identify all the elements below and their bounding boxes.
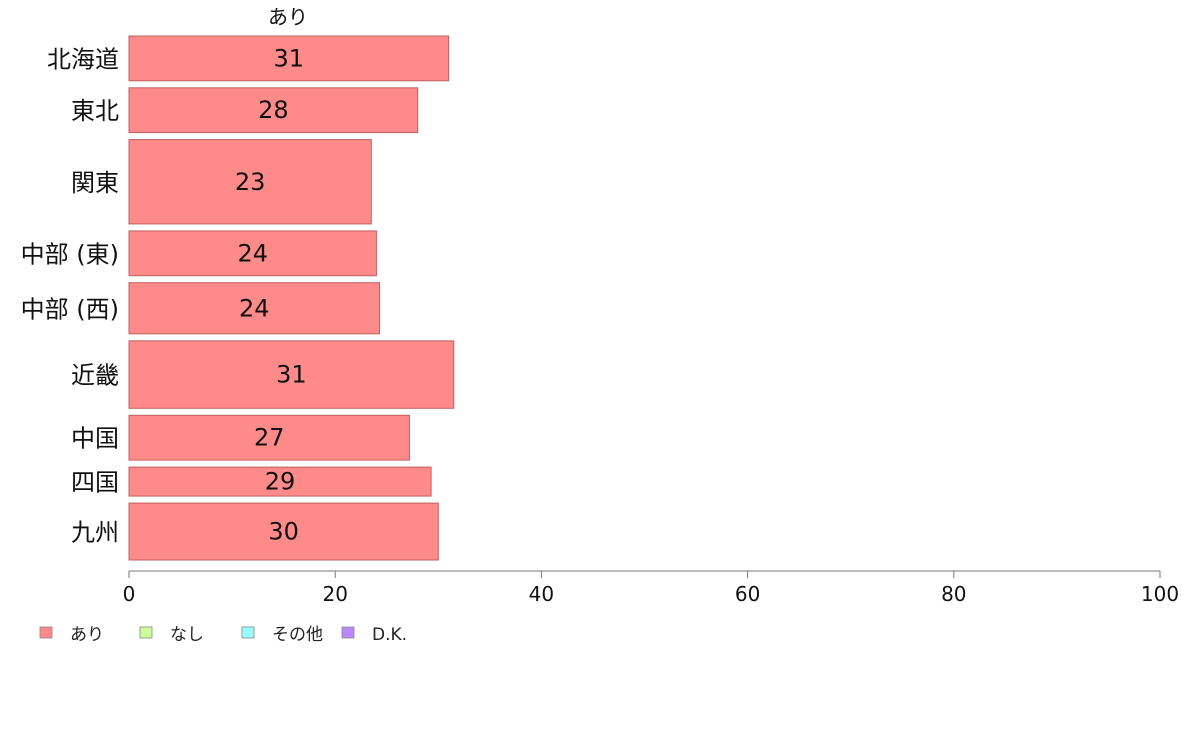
- bar-ari-1: [128, 87, 419, 134]
- category-label: 中部 (西): [21, 295, 119, 323]
- x-tick-label: 40: [529, 582, 554, 606]
- bar-ari-7: [128, 466, 432, 497]
- legend-label: D.K.: [372, 625, 407, 645]
- bar-ari-8: [128, 502, 439, 561]
- x-tick-label: 60: [735, 582, 760, 606]
- x-tick-label: 80: [941, 582, 966, 606]
- legend: あり なし その他 D.K.: [39, 625, 407, 645]
- category-label: 東北: [71, 97, 119, 125]
- legend-swatch: [39, 626, 53, 639]
- bar-value-label: 31: [276, 361, 307, 389]
- legend-swatch: [341, 626, 355, 639]
- bar-ari-6: [128, 414, 410, 461]
- x-axis: 0 20 40 60 80 100: [123, 570, 1179, 606]
- bar-value-label: 30: [268, 518, 299, 546]
- bar-value-label: 24: [239, 294, 270, 322]
- category-label: 関東: [71, 169, 119, 197]
- bar-value-label: 31: [274, 44, 305, 72]
- legend-swatch: [139, 626, 153, 639]
- bar-group: 31 28 23 24 24 31 27 29 30: [128, 35, 455, 561]
- bar-value-label: 24: [237, 239, 268, 267]
- column-header: あり: [268, 5, 308, 29]
- bar-ari-5: [128, 340, 455, 409]
- legend-label: あり: [70, 625, 104, 645]
- category-label: 北海道: [47, 45, 119, 73]
- bar-ari-4: [128, 282, 381, 335]
- legend-swatch: [241, 626, 255, 639]
- bar-value-label: 29: [265, 468, 296, 496]
- bar-value-label: 28: [258, 96, 289, 124]
- x-tick-label: 0: [123, 582, 136, 606]
- category-label: 近畿: [71, 362, 119, 390]
- legend-label: その他: [272, 625, 323, 645]
- bar-ari-2: [128, 139, 372, 225]
- category-label: 中部 (東): [21, 240, 119, 268]
- legend-label: なし: [170, 625, 204, 645]
- bar-ari-0: [128, 35, 450, 82]
- x-tick-label: 20: [322, 582, 347, 606]
- category-label: 中国: [71, 425, 119, 453]
- bar-value-label: 27: [254, 424, 285, 452]
- category-label: 四国: [71, 469, 119, 497]
- category-label: 九州: [71, 519, 119, 547]
- bar-value-label: 23: [235, 168, 266, 196]
- bar-ari-3: [128, 230, 377, 277]
- x-tick-label: 100: [1141, 582, 1179, 606]
